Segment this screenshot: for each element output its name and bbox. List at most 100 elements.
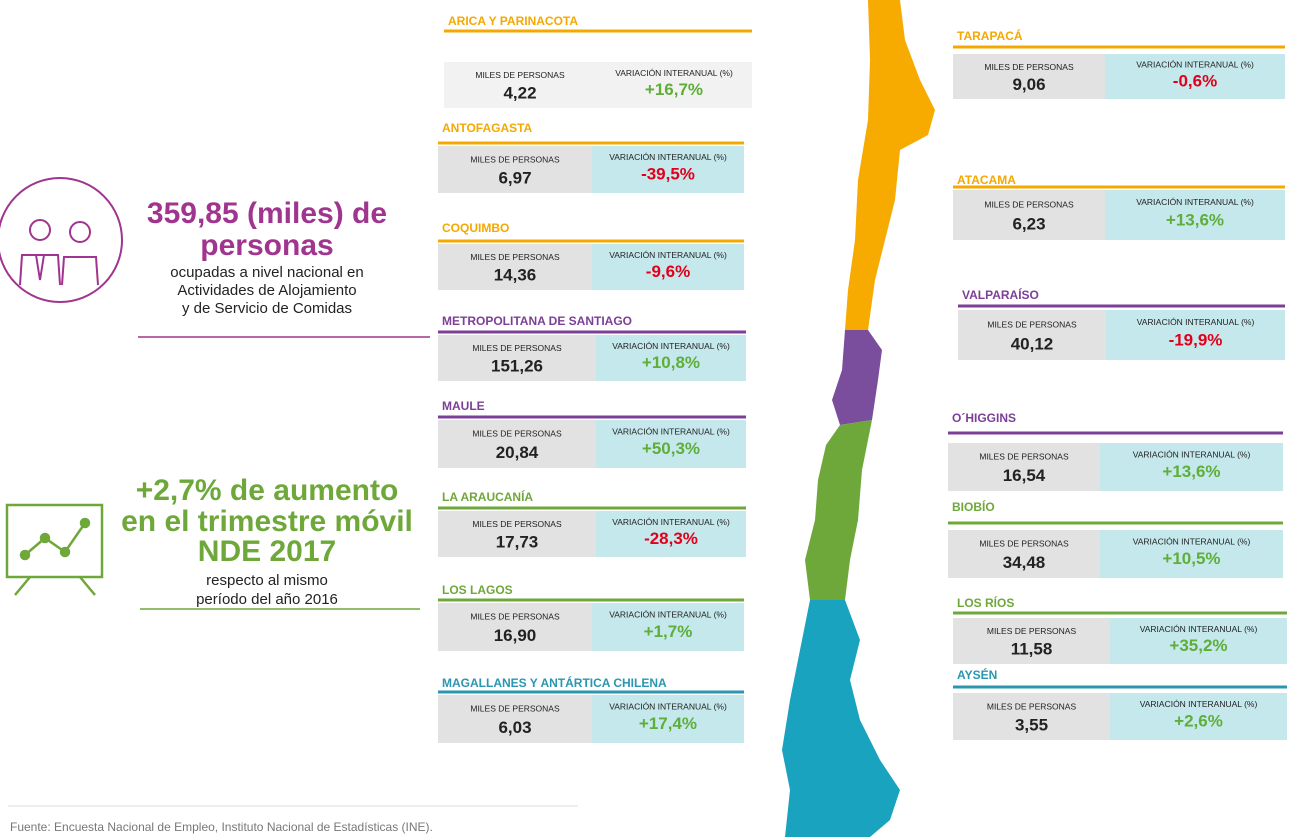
variation-value: +13,6%: [1166, 210, 1224, 229]
variation-box: [592, 603, 744, 651]
persons-label: MILES DE PERSONAS: [987, 701, 1077, 711]
headline: 359,85 (miles) de: [147, 197, 387, 230]
persons-box: [438, 695, 592, 743]
region-name: METROPOLITANA DE SANTIAGO: [442, 314, 632, 328]
persons-value: 14,36: [494, 266, 537, 285]
variation-box: [1105, 190, 1285, 240]
region-name: LA ARAUCANÍA: [442, 489, 533, 504]
persons-box: [438, 420, 596, 468]
persons-box: [958, 310, 1106, 360]
variation-label: VARIACIÓN INTERANUAL (%): [612, 426, 730, 436]
map-south: [782, 600, 900, 837]
persons-label: MILES DE PERSONAS: [979, 539, 1069, 549]
variation-label: VARIACIÓN INTERANUAL (%): [1140, 624, 1258, 634]
variation-value: -0,6%: [1173, 71, 1217, 90]
headline: +2,7% de aumento: [136, 474, 399, 507]
variation-label: VARIACIÓN INTERANUAL (%): [1137, 317, 1255, 327]
persons-value: 3,55: [1015, 715, 1048, 734]
variation-box: [1110, 618, 1287, 664]
persons-value: 6,03: [498, 718, 531, 737]
persons-box: [444, 62, 596, 108]
persons-value: 16,54: [1003, 466, 1046, 485]
variation-value: +35,2%: [1169, 636, 1227, 655]
headline: NDE 2017: [198, 535, 336, 568]
region-name: MAULE: [442, 399, 485, 413]
region-name: ANTOFAGASTA: [442, 121, 533, 135]
summary-line: Actividades de Alojamiento: [177, 282, 356, 299]
chart-icon: [5, 503, 104, 596]
persons-box: [438, 511, 596, 557]
variation-value: +16,7%: [645, 80, 703, 99]
persons-label: MILES DE PERSONAS: [472, 429, 562, 439]
variation-box: [1106, 310, 1285, 360]
persons-label: MILES DE PERSONAS: [470, 154, 560, 164]
region-name: ARICA Y PARINACOTA: [448, 14, 578, 28]
persons-label: MILES DE PERSONAS: [470, 252, 560, 262]
persons-value: 20,84: [496, 443, 539, 462]
variation-box: [596, 62, 752, 108]
variation-label: VARIACIÓN INTERANUAL (%): [612, 341, 730, 351]
persons-box: [953, 190, 1105, 240]
persons-value: 34,48: [1003, 553, 1046, 572]
persons-label: MILES DE PERSONAS: [979, 452, 1069, 462]
variation-value: -39,5%: [641, 165, 695, 184]
map-south-center: [805, 420, 872, 600]
headline: personas: [200, 229, 333, 262]
persons-value: 16,90: [494, 626, 537, 645]
variation-value: +10,5%: [1162, 549, 1220, 568]
variation-box: [596, 511, 746, 557]
persons-label: MILES DE PERSONAS: [984, 199, 1074, 209]
persons-box: [438, 335, 596, 381]
region-name: LOS LAGOS: [442, 583, 513, 597]
variation-box: [1100, 443, 1283, 491]
variation-label: VARIACIÓN INTERANUAL (%): [609, 250, 727, 260]
variation-box: [592, 244, 744, 290]
persons-box: [948, 443, 1100, 491]
variation-box: [592, 695, 744, 743]
variation-label: VARIACIÓN INTERANUAL (%): [609, 609, 727, 619]
map: [782, 0, 935, 837]
variation-box: [596, 335, 746, 381]
region-name: VALPARAÍSO: [962, 287, 1039, 302]
persons-value: 40,12: [1011, 334, 1054, 353]
persons-label: MILES DE PERSONAS: [987, 626, 1077, 636]
variation-box: [1100, 530, 1283, 578]
persons-label: MILES DE PERSONAS: [475, 70, 565, 80]
region-name: COQUIMBO: [442, 221, 509, 235]
variation-label: VARIACIÓN INTERANUAL (%): [1136, 197, 1254, 207]
persons-box: [953, 693, 1110, 740]
region-name: BIOBÍO: [952, 499, 995, 514]
variation-box: [1110, 693, 1287, 740]
persons-label: MILES DE PERSONAS: [984, 62, 1074, 72]
persons-box: [438, 244, 592, 290]
headline: en el trimestre móvil: [121, 505, 413, 538]
region-name: TARAPACÁ: [957, 28, 1023, 43]
region-name: AYSÉN: [957, 667, 997, 682]
variation-box: [1105, 54, 1285, 99]
variation-label: VARIACIÓN INTERANUAL (%): [609, 152, 727, 162]
variation-label: VARIACIÓN INTERANUAL (%): [1140, 699, 1258, 709]
variation-value: +1,7%: [644, 622, 693, 641]
variation-label: VARIACIÓN INTERANUAL (%): [615, 68, 733, 78]
persons-label: MILES DE PERSONAS: [470, 612, 560, 622]
variation-value: +2,6%: [1174, 712, 1223, 731]
region-name: O´HIGGINS: [952, 411, 1016, 425]
variation-label: VARIACIÓN INTERANUAL (%): [612, 517, 730, 527]
variation-value: -9,6%: [646, 262, 690, 281]
persons-box: [953, 54, 1105, 99]
persons-value: 6,23: [1012, 214, 1045, 233]
summary-line: período del año 2016: [196, 591, 338, 608]
persons-box: [948, 530, 1100, 578]
persons-box: [438, 146, 592, 193]
region-name: MAGALLANES Y ANTÁRTICA CHILENA: [442, 675, 667, 690]
source: Fuente: Encuesta Nacional de Empleo, Ins…: [10, 820, 433, 834]
region-name: LOS RÍOS: [957, 595, 1014, 610]
variation-value: -19,9%: [1169, 330, 1223, 349]
map-north: [845, 0, 935, 330]
persons-label: MILES DE PERSONAS: [472, 519, 562, 529]
variation-value: +10,8%: [642, 353, 700, 372]
persons-value: 4,22: [503, 84, 536, 103]
variation-value: +17,4%: [639, 714, 697, 733]
